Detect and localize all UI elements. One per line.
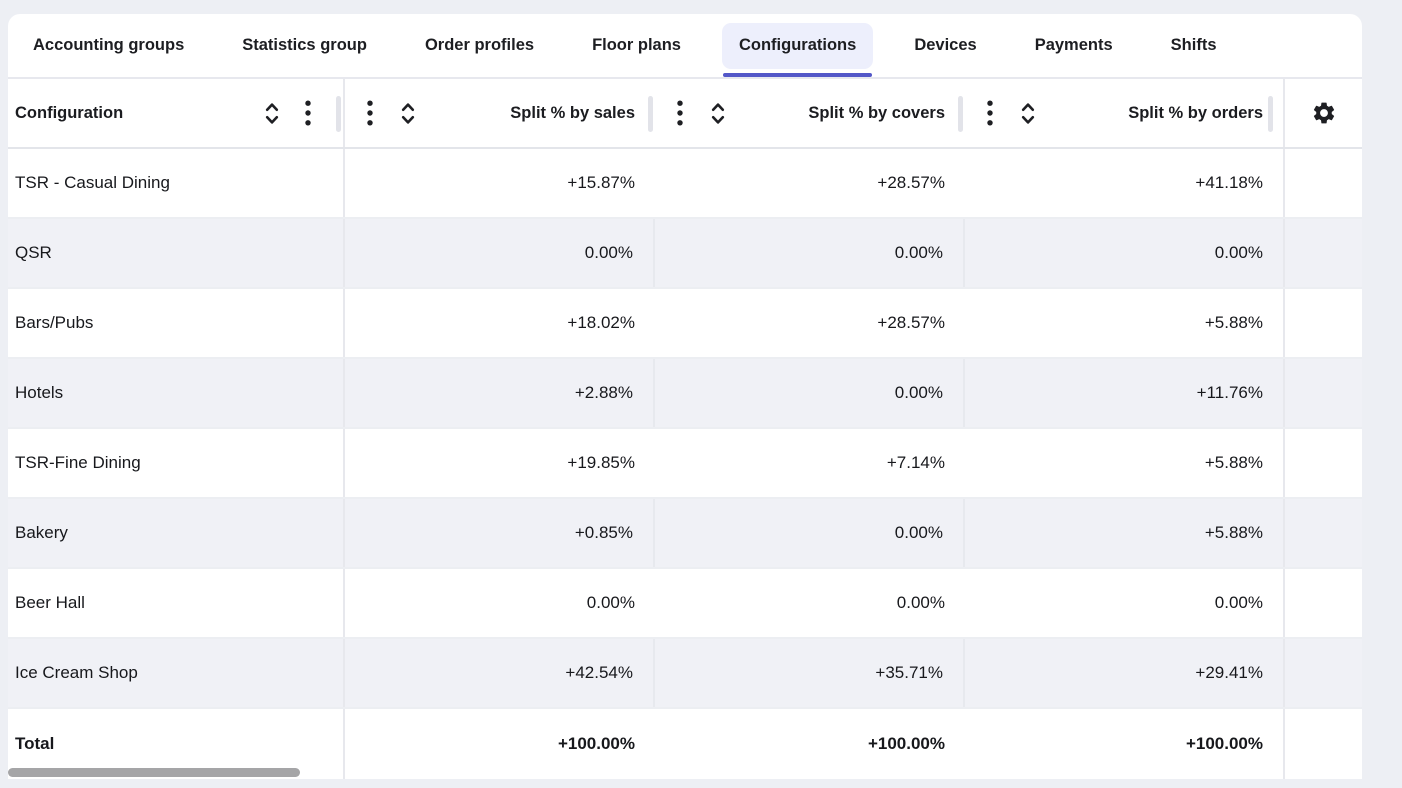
- tab-label: Shifts: [1170, 36, 1217, 54]
- cell-configuration: Bakery: [8, 499, 345, 567]
- table-row-hotels[interactable]: Hotels +2.88% 0.00% +11.76%: [8, 359, 1362, 429]
- cell-orders: +29.41%: [965, 639, 1285, 707]
- active-tab-underline: [722, 72, 873, 77]
- cell-covers: +35.71%: [655, 639, 965, 707]
- table-row-qsr[interactable]: QSR 0.00% 0.00% 0.00%: [8, 219, 1362, 289]
- cell-orders: +5.88%: [965, 289, 1285, 357]
- cell-orders: +41.18%: [965, 149, 1285, 217]
- table-header-row: Configuration Split % by sales Split % by …: [8, 79, 1362, 149]
- cell-orders: +5.88%: [965, 499, 1285, 567]
- column-header-configuration[interactable]: Configuration: [8, 79, 345, 147]
- table-row-total[interactable]: Total +100.00% +100.00% +100.00%: [8, 709, 1362, 779]
- tab-label: Floor plans: [592, 36, 681, 54]
- kebab-menu-icon[interactable]: [305, 100, 311, 126]
- cell-covers: 0.00%: [655, 359, 965, 427]
- table-row-ice-cream-shop[interactable]: Ice Cream Shop +42.54% +35.71% +29.41%: [8, 639, 1362, 709]
- cell-sales: 0.00%: [345, 219, 655, 287]
- table-row-tsr-fine-dining[interactable]: TSR-Fine Dining +19.85% +7.14% +5.88%: [8, 429, 1362, 499]
- cell-orders: 0.00%: [965, 219, 1285, 287]
- column-resize-handle[interactable]: [648, 96, 653, 132]
- gear-icon[interactable]: [1311, 100, 1337, 126]
- cell-configuration: Beer Hall: [8, 569, 345, 637]
- cell-actions: [1285, 429, 1362, 497]
- kebab-menu-icon[interactable]: [987, 100, 993, 126]
- cell-sales: +100.00%: [557, 734, 635, 753]
- scrollbar-thumb[interactable]: [8, 768, 300, 777]
- cell-actions: [1285, 219, 1362, 287]
- sort-icon[interactable]: [711, 101, 725, 126]
- column-header-covers[interactable]: Split % by covers: [655, 79, 965, 147]
- cell-covers: +7.14%: [886, 453, 945, 472]
- tab-floor-plans[interactable]: Floor plans: [575, 23, 698, 69]
- tab-label: Configurations: [738, 36, 857, 54]
- horizontal-scrollbar[interactable]: [8, 767, 345, 778]
- sort-icon[interactable]: [401, 101, 415, 126]
- cell-covers: 0.00%: [655, 219, 965, 287]
- cell-sales: +19.85%: [567, 453, 635, 472]
- table-row-tsr-casual-dining[interactable]: TSR - Casual Dining +15.87% +28.57% +41.18%: [8, 149, 1362, 219]
- table-row-bars-pubs[interactable]: Bars/Pubs +18.02% +28.57% +5.88%: [8, 289, 1362, 359]
- cell-sales: +18.02%: [567, 313, 635, 332]
- column-header-orders[interactable]: Split % by orders: [965, 79, 1285, 147]
- cell-actions: [1285, 359, 1362, 427]
- tab-shifts[interactable]: Shifts: [1154, 23, 1234, 69]
- table-row-beer-hall[interactable]: Beer Hall 0.00% 0.00% 0.00%: [8, 569, 1362, 639]
- cell-configuration: Hotels: [8, 359, 345, 427]
- tab-payments[interactable]: Payments: [1018, 23, 1130, 69]
- cell-sales: +15.87%: [567, 173, 635, 192]
- column-header-label: Split % by sales: [510, 103, 635, 122]
- cell-configuration: QSR: [8, 219, 345, 287]
- cell-actions: [1285, 289, 1362, 357]
- content-card: Accounting groups Statistics group Order p…: [8, 14, 1362, 779]
- cell-configuration: Bars/Pubs: [8, 289, 345, 357]
- cell-covers: +100.00%: [867, 734, 945, 753]
- cell-actions: [1285, 639, 1362, 707]
- cell-configuration: TSR - Casual Dining: [8, 149, 345, 217]
- cell-actions: [1285, 569, 1362, 637]
- cell-covers: 0.00%: [896, 593, 945, 612]
- tab-label: Payments: [1034, 36, 1113, 54]
- cell-orders: 0.00%: [965, 569, 1285, 637]
- column-resize-handle[interactable]: [336, 96, 341, 132]
- column-header-label: Split % by covers: [808, 103, 945, 122]
- column-header-label: Configuration: [15, 103, 124, 122]
- cell-orders: +5.88%: [965, 429, 1285, 497]
- column-header-label: Split % by orders: [1128, 103, 1263, 122]
- cell-covers: +28.57%: [877, 313, 945, 332]
- table-row-bakery[interactable]: Bakery +0.85% 0.00% +5.88%: [8, 499, 1362, 569]
- cell-configuration: Total: [8, 709, 345, 779]
- tab-label: Accounting groups: [33, 36, 185, 54]
- kebab-menu-icon[interactable]: [677, 100, 683, 126]
- tab-statistics-group[interactable]: Statistics group: [225, 23, 384, 69]
- sort-icon[interactable]: [1021, 101, 1035, 126]
- cell-covers: +28.57%: [877, 173, 945, 192]
- cell-sales: +0.85%: [345, 499, 655, 567]
- cell-actions: [1285, 149, 1362, 217]
- cell-sales: +42.54%: [345, 639, 655, 707]
- cell-configuration: TSR-Fine Dining: [8, 429, 345, 497]
- tab-configurations[interactable]: Configurations: [721, 22, 874, 77]
- tab-accounting-groups[interactable]: Accounting groups: [16, 23, 201, 69]
- cell-sales: 0.00%: [586, 593, 635, 612]
- tab-devices[interactable]: Devices: [897, 23, 993, 69]
- tab-label: Order profiles: [424, 36, 535, 54]
- cell-sales: +2.88%: [345, 359, 655, 427]
- kebab-menu-icon[interactable]: [367, 100, 373, 126]
- tab-order-profiles[interactable]: Order profiles: [408, 23, 551, 69]
- cell-actions: [1285, 709, 1362, 779]
- cell-actions: [1285, 499, 1362, 567]
- column-header-sales[interactable]: Split % by sales: [345, 79, 655, 147]
- cell-orders: +11.76%: [965, 359, 1285, 427]
- tab-label: Statistics group: [242, 36, 367, 54]
- cell-configuration: Ice Cream Shop: [8, 639, 345, 707]
- column-resize-handle[interactable]: [1268, 96, 1273, 132]
- column-resize-handle[interactable]: [958, 96, 963, 132]
- cell-covers: 0.00%: [655, 499, 965, 567]
- sort-icon[interactable]: [265, 101, 279, 126]
- table-body: TSR - Casual Dining +15.87% +28.57% +41.18%…: [8, 149, 1362, 779]
- column-header-settings: [1285, 79, 1362, 147]
- tab-bar: Accounting groups Statistics group Order p…: [8, 14, 1362, 79]
- cell-orders: +100.00%: [965, 709, 1285, 779]
- tab-label: Devices: [914, 36, 977, 54]
